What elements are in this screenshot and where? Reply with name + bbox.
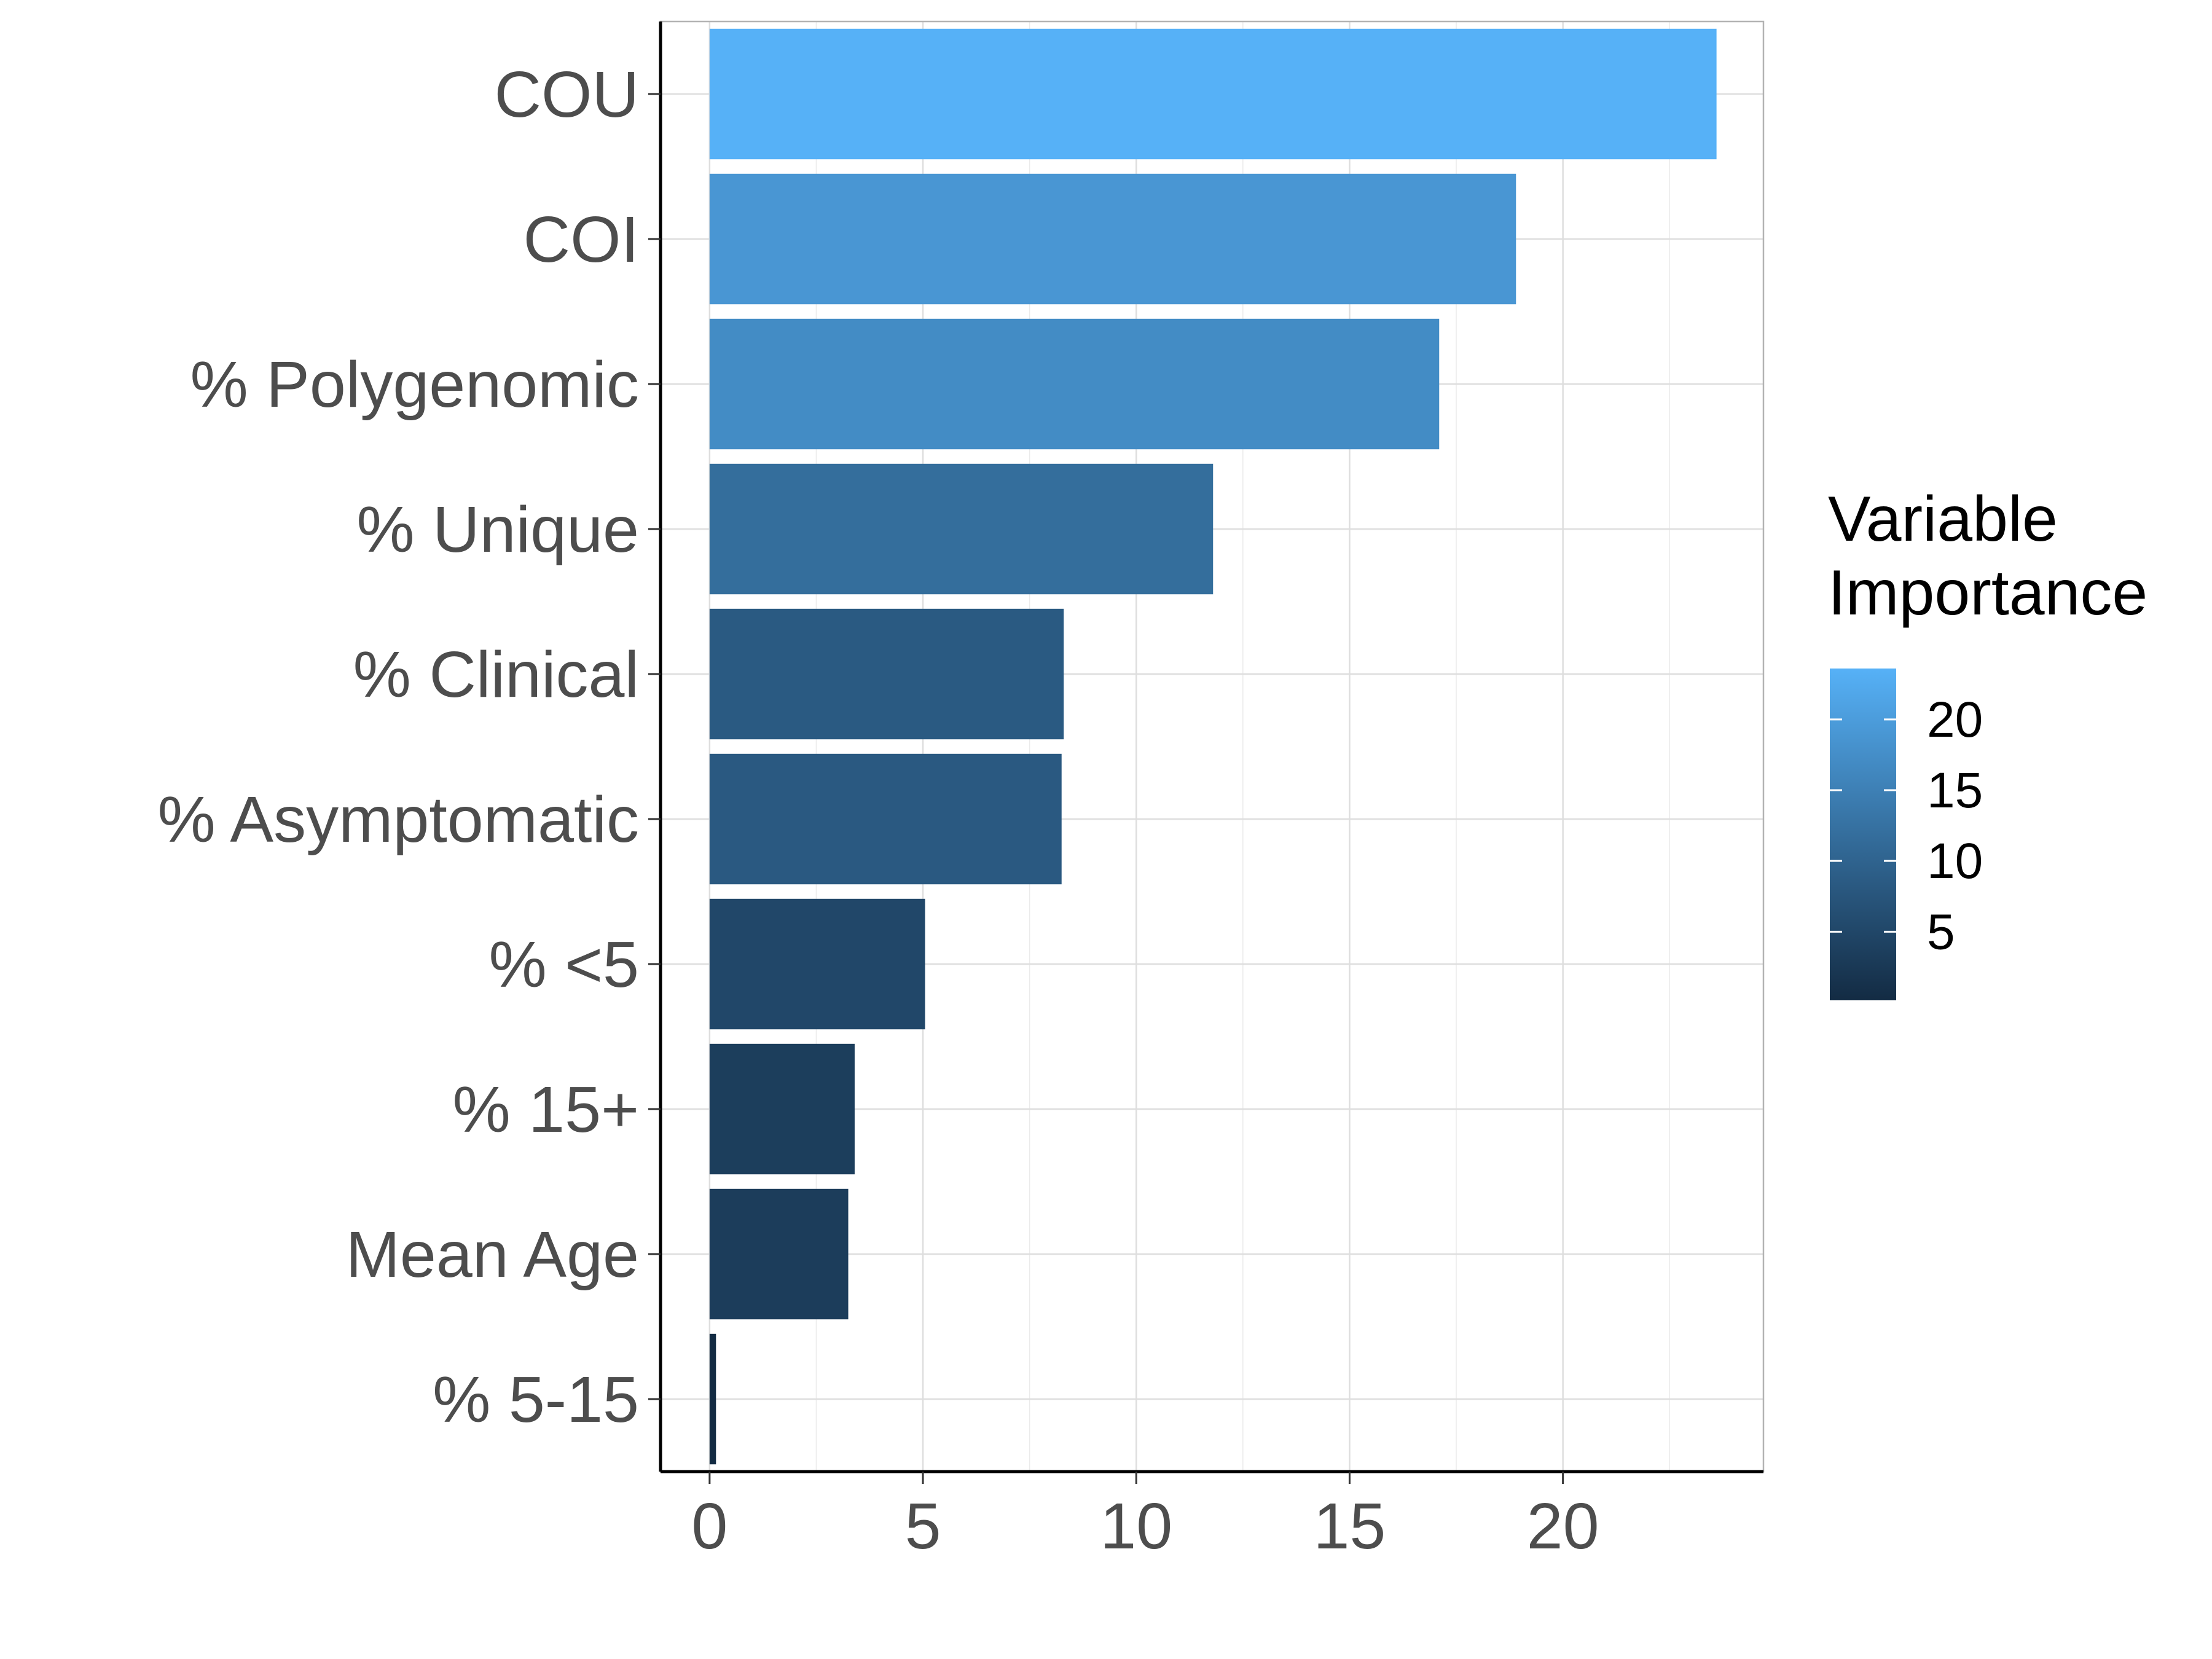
y-tick-label: % <5 [488, 928, 639, 1001]
y-tick-label: % Unique [356, 493, 639, 566]
x-axis: 0 5 10 15 20 [691, 1472, 1599, 1563]
bar [709, 318, 1440, 450]
bar [709, 898, 925, 1030]
legend-label: 15 [1927, 763, 1983, 818]
y-tick-label: % Clinical [353, 638, 639, 711]
legend-title-line-1: Variable [1828, 484, 2058, 555]
legend: Variable Importance 20 15 10 5 [1828, 484, 2147, 1000]
y-tick-label: % 15+ [452, 1073, 639, 1146]
y-tick-label: % 5-15 [433, 1363, 639, 1436]
y-tick-label: Mean Age [346, 1218, 639, 1291]
bar [709, 1188, 849, 1320]
bar [709, 1043, 855, 1175]
x-tick-label: 10 [1100, 1490, 1172, 1563]
y-tick-label: % Polygenomic [190, 348, 639, 421]
x-tick-label: 5 [905, 1490, 941, 1563]
bar [709, 173, 1516, 305]
x-tick-label: 20 [1527, 1490, 1599, 1563]
bar [709, 463, 1214, 595]
legend-title-line-2: Importance [1828, 557, 2147, 629]
legend-ticks: 20 15 10 5 [1830, 692, 1983, 960]
y-axis: COU COI % Polygenomic % Unique % Clinical % A… [158, 58, 661, 1436]
bars [709, 28, 1717, 1465]
legend-label: 5 [1927, 904, 1955, 960]
x-tick-label: 15 [1313, 1490, 1386, 1563]
y-tick-label: COI [524, 203, 639, 276]
y-tick-label: % Asymptomatic [158, 783, 639, 856]
legend-label: 20 [1927, 692, 1983, 748]
bar [709, 753, 1062, 885]
legend-label: 10 [1927, 833, 1983, 889]
y-tick-label: COU [494, 58, 639, 131]
bar [709, 28, 1717, 160]
bar [709, 608, 1064, 740]
x-tick-label: 0 [691, 1490, 728, 1563]
legend-colorbar [1830, 669, 1896, 1000]
bar [709, 1333, 716, 1465]
